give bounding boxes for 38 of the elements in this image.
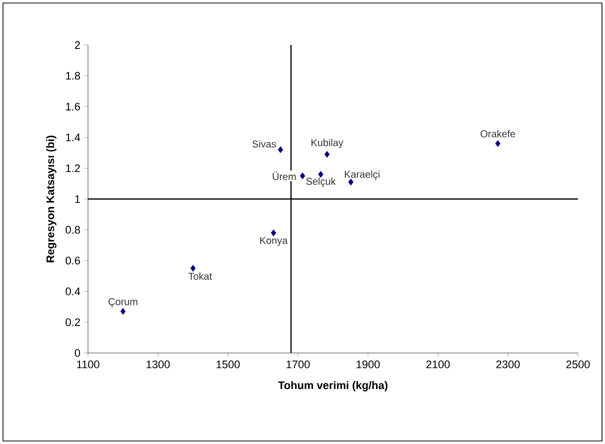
annotation: Kubilay (312, 138, 344, 148)
y-tick-label: 0.4 (66, 288, 80, 296)
x-tick-label: 1100 (77, 360, 100, 368)
y-tick-label: 1.6 (66, 102, 80, 110)
y-tick-label: 1.8 (66, 72, 80, 80)
annotation: Karaelçi (344, 170, 380, 180)
point (190, 264, 196, 272)
point (270, 229, 276, 236)
x-axis-title: Tohum verimi (kg/ha) (278, 381, 388, 392)
x-tick-label: 1300 (146, 360, 170, 368)
x-tick-label: 2300 (496, 360, 520, 368)
y-tick-label: 1.4 (66, 134, 80, 142)
x-tick-label: 2100 (426, 360, 450, 368)
x-tick-label: 2500 (566, 360, 590, 368)
annotation: Sivas (252, 140, 276, 148)
point (318, 170, 324, 178)
annotation: Konya (260, 237, 288, 246)
y-tick-label: 0.8 (66, 226, 80, 234)
x-tick-label: 1700 (286, 360, 310, 368)
annotation: Tokat (188, 272, 212, 280)
x-tick-label: 1900 (356, 360, 380, 368)
y-tick-label: 0.6 (66, 256, 80, 264)
x-tick-label: 1500 (216, 360, 240, 368)
point (278, 146, 284, 154)
y-axis-title: Regresyon Katsayısı (bi) (46, 136, 56, 262)
annotation: Çorum (108, 298, 138, 308)
y-tick-label: 1 (75, 195, 80, 203)
annotation: Selçuk (306, 178, 336, 187)
annotation: Orakefe (480, 130, 516, 138)
point (495, 140, 500, 147)
point (324, 150, 330, 158)
y-tick-label: 1.2 (66, 164, 80, 172)
y-tick-label: 0.2 (66, 318, 80, 326)
point (120, 308, 126, 315)
point (300, 172, 306, 180)
y-tick-label: 0 (74, 349, 80, 357)
annotation: Ürem (272, 172, 296, 180)
y-tick-label: 2 (74, 41, 80, 49)
